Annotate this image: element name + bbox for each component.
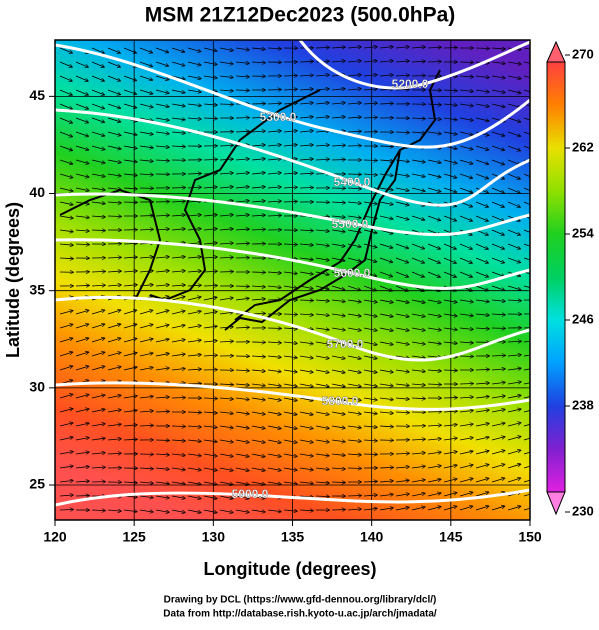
wind-arrow [300,300,313,301]
wind-arrow [252,272,265,273]
wind-arrow [220,104,233,105]
wind-arrow [284,201,297,202]
colorbar-bottom [547,492,565,514]
wind-arrow [476,48,489,49]
y-tick-label: 30 [29,379,45,395]
wind-arrow [476,369,489,370]
wind-arrow [412,75,425,76]
colorbar-label: 246 [572,311,594,326]
colorbar-label: 254 [572,225,594,240]
wind-arrow [188,412,201,413]
credit: Data from http://database.rish.kyoto-u.a… [163,609,437,620]
colorbar [547,62,565,492]
colorbar-label: 230 [572,503,594,518]
contour-label: 5300.0 [260,110,297,124]
wind-arrow [188,173,201,174]
credit: Drawing by DCL (https://www.gfd-dennou.o… [164,595,437,606]
y-tick-label: 35 [29,281,45,297]
x-tick-label: 120 [43,529,67,545]
x-tick-label: 125 [122,529,146,545]
x-tick-label: 130 [202,529,226,545]
wind-arrow [364,160,377,161]
wind-arrow [300,187,313,188]
contour-label: 5400.0 [334,175,371,189]
wind-arrow [380,146,393,147]
contour-label: 5900.0 [232,487,269,501]
x-axis-label: Longitude (degrees) [203,559,376,579]
y-tick-label: 25 [29,476,45,492]
colorbar-label: 238 [572,397,594,412]
y-axis-label: Latitude (degrees) [3,202,23,358]
wind-arrow [364,481,377,482]
contour-label: 5700.0 [327,337,364,351]
contour-label: 5500.0 [332,217,369,231]
contour-label: 5600.0 [334,266,371,280]
wind-arrow [268,299,281,300]
x-tick-label: 140 [360,529,384,545]
wind-arrow [300,61,313,62]
contour-label: 5800.0 [322,394,359,408]
x-tick-label: 135 [281,529,305,545]
wind-arrow [108,216,121,217]
wind-arrow [284,75,297,76]
contour-label: 5200.0 [392,77,429,91]
x-tick-label: 145 [439,529,463,545]
colorbar-label: 270 [572,46,594,61]
x-tick-label: 150 [518,529,542,545]
y-tick-label: 40 [29,184,45,200]
wind-arrow [332,482,345,483]
wind-arrow [172,187,185,188]
wind-arrow [156,411,169,412]
colorbar-label: 262 [572,139,594,154]
wind-arrow [76,285,89,286]
y-tick-label: 45 [29,87,45,103]
title: MSM 21Z12Dec2023 (500.0hPa) [145,4,456,27]
colorbar-top [547,42,565,62]
